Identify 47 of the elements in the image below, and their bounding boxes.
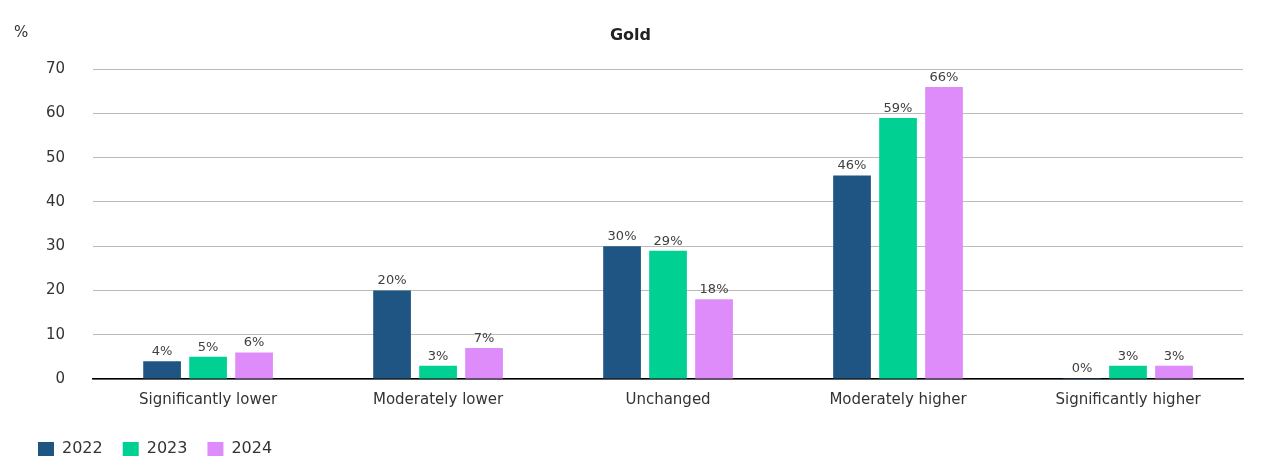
data-label: 7%: [473, 329, 495, 345]
bar: [419, 365, 457, 379]
x-tick-label: Moderately higher: [829, 389, 968, 408]
data-label: 3%: [1163, 347, 1185, 363]
y-axis-title: %: [14, 23, 29, 42]
bar: [603, 246, 641, 379]
bar: [1155, 365, 1193, 379]
data-label: 0%: [1071, 359, 1093, 375]
bar: [465, 348, 503, 379]
chart-title: Gold: [609, 24, 652, 44]
x-tick-label: Significantly lower: [139, 389, 278, 408]
y-tick-label: 30: [45, 236, 66, 255]
bar: [925, 86, 963, 379]
x-tick-label: Unchanged: [625, 389, 711, 408]
data-label: 3%: [1117, 347, 1139, 363]
bar: [235, 352, 273, 379]
data-label: 6%: [243, 334, 265, 350]
bar: [695, 299, 733, 379]
data-label: 18%: [699, 281, 729, 297]
bar: [143, 361, 181, 379]
y-tick-label: 60: [45, 103, 66, 122]
bar: [189, 356, 227, 379]
data-label: 29%: [653, 232, 683, 248]
data-label: 5%: [197, 338, 219, 354]
y-tick-label: 70: [45, 59, 66, 78]
bar: [1109, 365, 1147, 379]
data-label: 20%: [377, 272, 407, 288]
y-tick-label: 20: [45, 280, 66, 299]
data-label: 66%: [929, 68, 959, 84]
x-tick-label: Significantly higher: [1055, 389, 1202, 408]
bar: [833, 175, 871, 379]
legend-label: 2024: [231, 438, 273, 458]
bar: [649, 250, 687, 379]
y-tick-label: 0: [55, 368, 66, 387]
data-label: 4%: [151, 343, 173, 359]
bar: [879, 117, 917, 379]
data-label: 46%: [837, 157, 867, 173]
data-label: 30%: [607, 228, 637, 244]
y-tick-label: 50: [45, 147, 66, 166]
data-label: 3%: [427, 347, 449, 363]
legend-label: 2022: [62, 438, 103, 458]
y-tick-label: 10: [45, 324, 66, 343]
y-tick-label: 40: [45, 191, 66, 210]
x-tick-label: Moderately lower: [372, 389, 504, 408]
data-label: 59%: [883, 99, 913, 115]
bar: [373, 290, 411, 379]
legend-label: 2023: [146, 438, 188, 458]
